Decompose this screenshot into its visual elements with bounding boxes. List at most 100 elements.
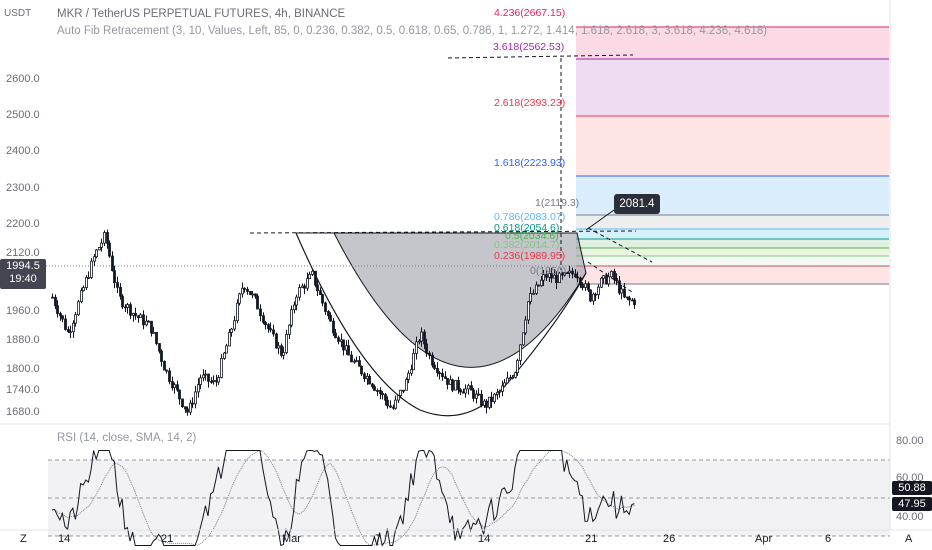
candle-body: [423, 331, 426, 345]
countdown-timer: 19:40: [9, 273, 37, 285]
candle-body: [220, 358, 223, 378]
candle-body: [72, 322, 75, 333]
candle-body: [334, 332, 337, 339]
candle-body: [527, 301, 530, 321]
candle-body: [228, 332, 231, 347]
candle-body: [519, 344, 522, 361]
candle-body: [610, 271, 613, 278]
candle-body: [293, 304, 296, 311]
candle-body: [441, 372, 444, 378]
candle-body: [438, 372, 441, 375]
fib-zone: [576, 59, 889, 116]
candle-body: [160, 350, 163, 362]
candle-body: [425, 343, 428, 354]
candle-body: [191, 402, 194, 405]
candle-body: [264, 322, 267, 326]
candle-body: [288, 324, 291, 335]
candle-body: [436, 368, 439, 374]
candle-body: [311, 270, 314, 275]
candle-body: [535, 284, 538, 294]
candle-body: [600, 277, 603, 288]
candle-body: [267, 324, 270, 330]
fib-zone: [576, 229, 889, 239]
fib-zone: [576, 116, 889, 176]
candle-body: [623, 288, 626, 298]
candle-body: [563, 272, 566, 276]
candle-body: [176, 384, 179, 391]
candle-body: [360, 365, 363, 375]
candle-body: [363, 373, 366, 380]
candle-body: [56, 305, 59, 314]
candle-body: [178, 389, 181, 400]
candle-body: [337, 337, 340, 342]
candle-body: [542, 274, 545, 281]
candle-body: [321, 294, 324, 304]
price-tick: 2400.0: [6, 145, 40, 158]
candle-body: [470, 385, 473, 391]
candle-body: [199, 377, 202, 385]
candle-body: [126, 304, 129, 308]
candle-body: [251, 293, 254, 296]
rim-line: [249, 230, 637, 234]
candle-body: [290, 309, 293, 326]
candle-body: [493, 393, 496, 402]
candle-body: [230, 328, 233, 333]
rsi-title[interactable]: RSI (14, close, SMA, 14, 2): [57, 432, 197, 444]
price-tick: 2120.0: [6, 246, 40, 259]
candle-body: [579, 277, 582, 285]
candle-body: [147, 320, 150, 323]
rsi-value-tag: 47.95: [892, 497, 932, 511]
candle-body: [506, 377, 509, 384]
candle-body: [522, 332, 525, 346]
candle-body: [108, 242, 111, 257]
candle-body: [618, 280, 621, 294]
candle-body: [347, 345, 350, 356]
candle-body: [189, 402, 192, 413]
candle-body: [303, 285, 306, 289]
candle-body: [223, 352, 226, 359]
rsi-sma-tag: 50.88: [892, 481, 932, 495]
candle-body: [386, 399, 389, 407]
auto-scale-button[interactable]: A: [905, 533, 913, 545]
candle-body: [272, 329, 275, 335]
candle-body: [620, 288, 623, 294]
candle-body: [280, 345, 283, 356]
channel-top: [587, 227, 653, 263]
time-tick: 7: [375, 533, 382, 545]
rsi-tick-40: 40.00: [896, 511, 924, 523]
fib-zone: [576, 239, 889, 248]
candle-body: [555, 274, 558, 283]
candle-body: [529, 293, 532, 303]
symbol-title[interactable]: MKR / TetherUS PERPETUAL FUTURES, 4h, BI…: [57, 8, 346, 20]
indicator-legend[interactable]: Auto Fib Retracement (3, 10, Values, Lef…: [57, 25, 768, 37]
candle-body: [433, 364, 436, 369]
rsi-line: [51, 449, 635, 547]
candle-body: [282, 352, 285, 356]
candle-body: [225, 345, 228, 354]
candle-body: [319, 290, 322, 296]
fib-level-label: 3.618(2562.53): [493, 41, 565, 53]
current-price-value: 1994.5: [6, 260, 40, 272]
candle-body: [384, 394, 387, 401]
fib-level-label: 0(1950): [530, 265, 567, 277]
time-tick: 21: [585, 533, 598, 545]
candle-body: [355, 360, 358, 362]
price-tick: 1880.0: [6, 333, 40, 346]
candle-body: [558, 273, 561, 283]
fib-level-label: 0.5(2034.6): [505, 230, 559, 242]
candle-body: [204, 373, 207, 376]
candle-body: [67, 329, 70, 333]
candle-body: [324, 302, 327, 312]
candle-body: [379, 390, 382, 394]
time-tick: 14: [478, 533, 491, 545]
candle-body: [152, 331, 155, 334]
price-tick: 2200.0: [6, 217, 40, 230]
zoom-icon[interactable]: Z: [20, 533, 27, 545]
candle-body: [498, 390, 501, 393]
candle-body: [277, 345, 280, 349]
candle-body: [574, 273, 577, 278]
candle-body: [254, 293, 257, 297]
candle-body: [207, 373, 210, 382]
candle-body: [358, 360, 361, 367]
